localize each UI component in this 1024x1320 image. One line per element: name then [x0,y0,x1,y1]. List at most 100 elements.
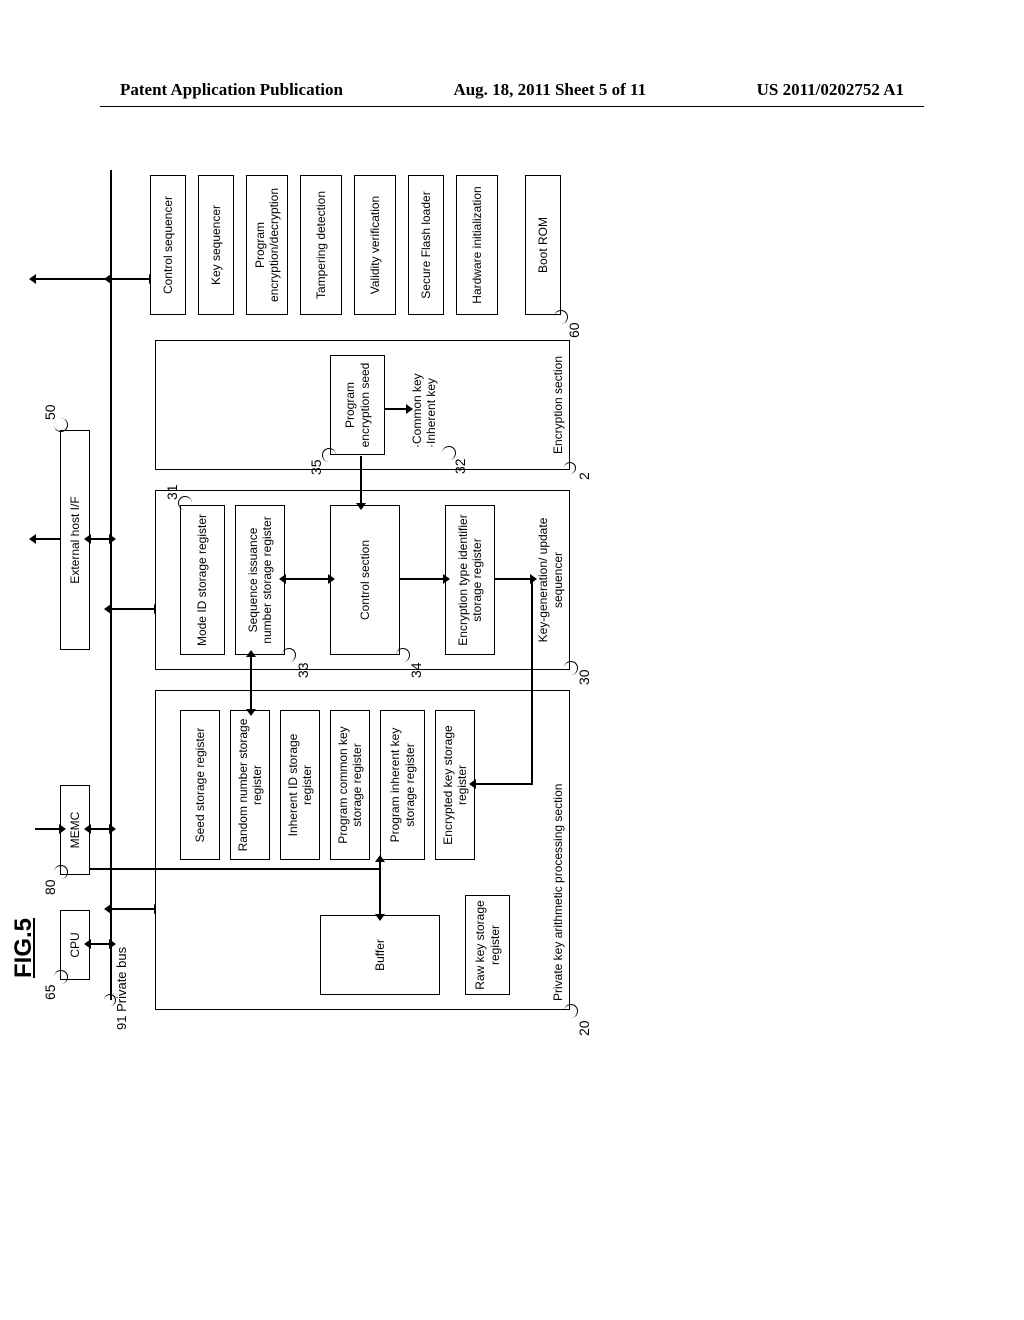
control-label: Control section [358,540,372,620]
ext-bus-arrow [90,539,110,541]
curve-60 [554,310,568,324]
curve-65 [54,970,68,984]
arrow-pk-kg [250,656,252,710]
curve-20 [564,1004,578,1018]
mode-id-block: Mode ID storage register [180,505,225,655]
curve-34 [396,648,410,662]
kg-section-label: Key-generation/ update sequencer [536,491,565,669]
rom-top-arrow [35,279,110,281]
ext-host-label: External host I/F [68,496,82,583]
ref-50: 50 [42,404,58,420]
curve-80 [54,865,68,879]
header-left: Patent Application Publication [120,80,343,100]
header-right: US 2011/0202752 A1 [757,80,904,100]
memc-bus-arrow [90,829,110,831]
ctrl-seq-label: Control sequencer [161,196,175,294]
random-block: Random number storage register [230,710,270,860]
memc-up-arrow [35,829,60,831]
curve-2 [564,462,576,474]
arrow-bottom-h [531,580,533,785]
ref-33: 33 [295,662,311,678]
pk-section-label: Private key arithmetic processing sectio… [551,784,565,1001]
ref-91: 91 Private bus [114,947,129,1030]
prog-encdec-block: Program encryption/decryption [246,175,288,315]
memc-buffer-v [90,869,380,871]
ref-32: 32 [452,458,468,474]
ref-65: 65 [42,984,58,1000]
encrypted-key-label: Encrypted key storage register [441,715,470,855]
page-header: Patent Application Publication Aug. 18, … [0,80,1024,100]
curve-32 [442,446,456,460]
seed-block: Seed storage register [180,710,220,860]
tamper-block: Tampering detection [300,175,342,315]
key-seq-label: Key sequencer [209,205,223,285]
prog-common-label: Program common key storage register [336,715,365,855]
hw-init-label: Hardware initialization [470,186,484,303]
curve-91 [104,994,116,1006]
ref-80: 80 [42,879,58,895]
raw-key-label: Raw key storage register [473,900,502,990]
prog-enc-seed-label: Program encryption seed [343,360,372,450]
buffer-block: Buffer [320,915,440,995]
boot-rom-label: Boot ROM [536,217,550,273]
prog-inherent-block: Program inherent key storage register [380,710,425,860]
private-bus-line [110,170,112,1000]
prog-inherent-label: Program inherent key storage register [388,715,417,855]
ref-30: 30 [576,669,592,685]
buffer-label: Buffer [373,939,387,971]
enc-section-label: Encryption section [551,356,565,454]
arrow-seed-keys [385,409,407,411]
arrow-ctrl-enctype [400,579,444,581]
validity-label: Validity verification [368,196,382,294]
prog-encdec-label: Program encryption/decryption [253,180,282,310]
cpu-bus-arrow [90,944,110,946]
bus-kg-arrow [110,609,155,611]
ref-2: 2 [576,472,592,480]
curve-50 [54,418,68,432]
arrow-to-enckey [475,784,531,786]
enc-type-block: Encryption type identifier storage regis… [445,505,495,655]
boot-rom-block: Boot ROM [525,175,561,315]
ctrl-seq-block: Control sequencer [150,175,186,315]
arrow-seed-ctrl [360,456,362,504]
ref-35: 35 [308,459,324,475]
curve-30 [564,661,578,675]
secure-flash-label: Secure Flash loader [419,191,433,298]
figure-label: FIG.5 [10,918,38,978]
control-block: Control section [330,505,400,655]
key-seq-block: Key sequencer [198,175,234,315]
ref-60: 60 [566,322,582,338]
ref-34: 34 [408,662,424,678]
header-rule [100,106,924,107]
curve-35 [322,448,336,462]
memc-buffer-h [379,861,381,915]
cpu-label: CPU [68,932,82,957]
curve-33 [282,648,296,662]
header-center: Aug. 18, 2011 Sheet 5 of 11 [453,80,646,100]
ref-31: 31 [164,484,180,500]
seq-issue-block: Sequence issuance number storage registe… [235,505,285,655]
ref-20: 20 [576,1020,592,1036]
arrow-enctype-down [495,579,531,581]
arrow-seq-ctrl [285,579,329,581]
inherent-id-block: Inherent ID storage register [280,710,320,860]
common-inherent-label: ·Common key ·Inherent key [410,373,438,448]
memc-label: MEMC [68,812,82,849]
curve-31 [178,496,192,510]
mode-id-label: Mode ID storage register [195,514,209,646]
secure-flash-block: Secure Flash loader [408,175,444,315]
prog-common-block: Program common key storage register [330,710,370,860]
figure-area: FIG.5 CPU 65 MEMC 80 External host I/F 5… [50,250,970,1030]
hw-init-block: Hardware initialization [456,175,498,315]
ext-up-arrow [35,539,60,541]
tamper-label: Tampering detection [314,191,328,299]
validity-block: Validity verification [354,175,396,315]
bus-pk-arrow [110,909,155,911]
enc-type-label: Encryption type identifier storage regis… [456,510,485,650]
seed-label: Seed storage register [193,728,207,843]
random-label: Random number storage register [236,715,265,855]
raw-key-block: Raw key storage register [465,895,510,995]
seq-issue-label: Sequence issuance number storage registe… [246,510,275,650]
prog-enc-seed-block: Program encryption seed [330,355,385,455]
bus-rom-arrow [110,279,150,281]
